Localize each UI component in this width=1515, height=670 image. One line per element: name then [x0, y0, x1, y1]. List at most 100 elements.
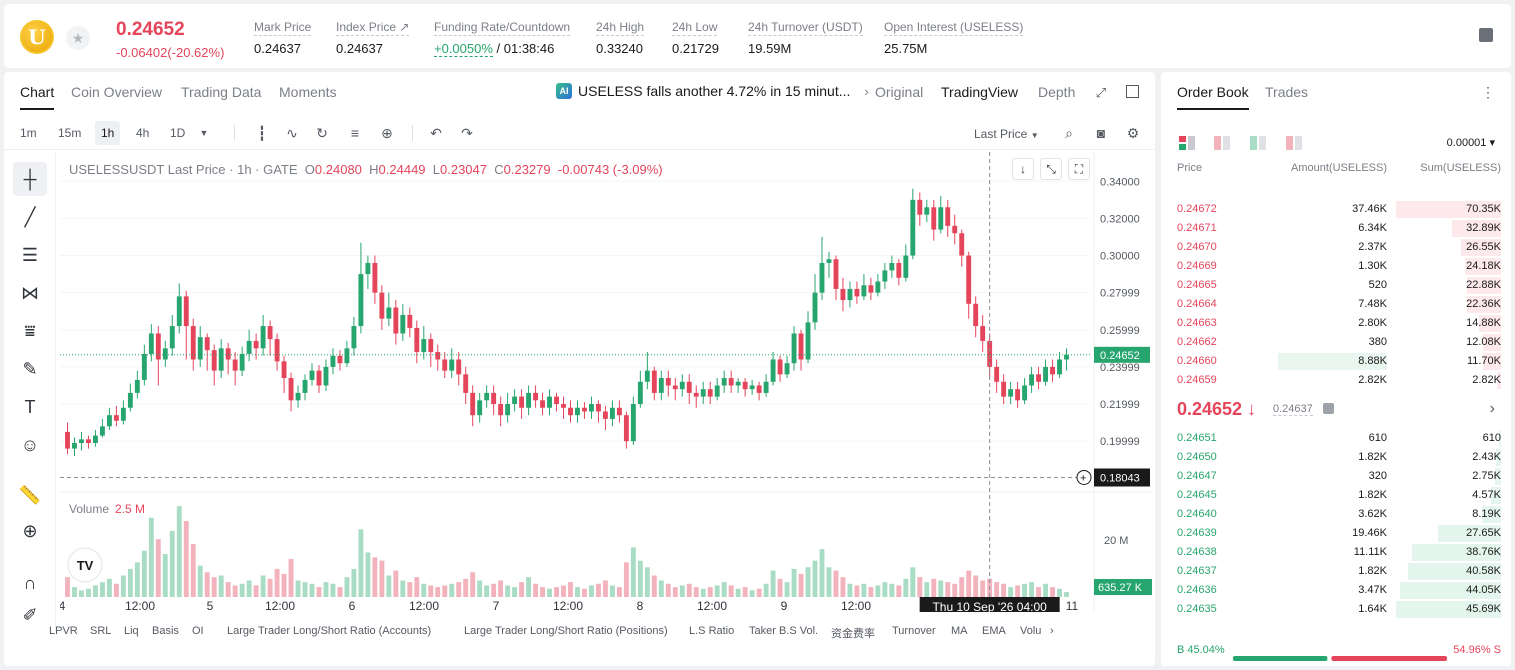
bid-row[interactable]: 0.24638 11.11K 38.76K: [1161, 543, 1511, 562]
more-menu-icon[interactable]: ⋮: [1481, 84, 1495, 100]
indicator-funding[interactable]: 资金费率: [831, 628, 875, 640]
view-both-icon[interactable]: [1179, 136, 1195, 150]
collapse-icon[interactable]: ⤡: [1040, 158, 1062, 180]
view-grid-icon[interactable]: [1286, 136, 1302, 150]
view-asks-icon[interactable]: [1214, 136, 1230, 150]
tab-chart[interactable]: Chart: [20, 84, 55, 110]
fib-icon[interactable]: ⩸: [24, 321, 36, 341]
pattern-icon[interactable]: ⋈: [21, 283, 39, 303]
view-original[interactable]: Original: [875, 84, 924, 100]
crosshair-icon[interactable]: ┼: [13, 162, 47, 196]
undo-icon[interactable]: ↶: [430, 125, 442, 141]
view-tradingview[interactable]: TradingView: [941, 84, 1019, 100]
magnet-icon[interactable]: ∩: [23, 573, 37, 593]
expand-icon[interactable]: ⤢: [1095, 85, 1107, 100]
candle: [379, 292, 385, 319]
brush-icon[interactable]: ✎: [22, 359, 38, 379]
tab-trading-data[interactable]: Trading Data: [181, 84, 262, 100]
indicator-srl[interactable]: SRL: [90, 625, 112, 637]
news-ticker[interactable]: AI USELESS falls another 4.72% in 15 min…: [556, 83, 869, 99]
emoji-icon[interactable]: ☺: [20, 435, 40, 455]
timeframe-1m[interactable]: 1m: [20, 126, 37, 140]
bid-row[interactable]: 0.24640 3.62K 8.19K: [1161, 505, 1511, 524]
horizontal-lines-icon[interactable]: ☰: [21, 245, 39, 265]
bid-row[interactable]: 0.24636 3.47K 44.05K: [1161, 581, 1511, 600]
scroll-down-icon[interactable]: ↓: [1012, 158, 1034, 180]
templates-icon[interactable]: ≡: [350, 125, 360, 141]
indicator-liq[interactable]: Liq: [124, 625, 139, 637]
indicator-basis[interactable]: Basis: [152, 625, 179, 637]
gear-icon[interactable]: ⚙: [1126, 125, 1140, 141]
ask-row[interactable]: 0.24670 2.37K 26.55K: [1161, 238, 1511, 257]
zoom-icon[interactable]: ⊕: [22, 521, 38, 541]
indicator-taker-vol[interactable]: Taker B.S Vol.: [749, 625, 819, 637]
trend-line-icon[interactable]: ╱: [24, 207, 36, 227]
indicator-volume[interactable]: Volu: [1020, 625, 1042, 637]
replay-icon[interactable]: ↻: [316, 125, 328, 141]
bid-row[interactable]: 0.24645 1.82K 4.57K: [1161, 486, 1511, 505]
tab-order-book[interactable]: Order Book: [1177, 84, 1249, 110]
bid-row[interactable]: 0.24639 19.46K 27.65K: [1161, 524, 1511, 543]
indicator-ma[interactable]: MA: [951, 625, 968, 637]
view-depth[interactable]: Depth: [1038, 84, 1076, 100]
ask-row[interactable]: 0.24664 7.48K 22.36K: [1161, 295, 1511, 314]
ask-row[interactable]: 0.24663 2.80K 14.88K: [1161, 314, 1511, 333]
precision-select[interactable]: 0.00001 ▾: [1446, 137, 1495, 149]
sum-cell: 24.18K: [1466, 260, 1501, 272]
timeframe-1h[interactable]: 1h: [95, 121, 121, 145]
chart-svg[interactable]: 0.34000 0.32000 0.30000 0.27999 0.25999 0.239…: [59, 152, 1154, 617]
timeframe-4h[interactable]: 4h: [136, 126, 150, 140]
indicator-oi[interactable]: OI: [192, 625, 204, 637]
pencil-icon[interactable]: ✐: [22, 605, 38, 625]
stat-index-price[interactable]: Index Price ↗ 0.24637: [336, 20, 410, 56]
text-icon[interactable]: T: [24, 397, 36, 417]
camera-icon[interactable]: ◙: [1096, 125, 1106, 141]
indicator-turnover[interactable]: Turnover: [892, 625, 936, 637]
timeframe-dropdown-icon[interactable]: ▼: [199, 128, 209, 138]
volume-bar: [595, 583, 601, 597]
ruler-icon[interactable]: 📏: [18, 485, 42, 505]
price-change: -0.06402(-20.62%): [116, 45, 225, 60]
indicators-icon[interactable]: ∿: [286, 125, 298, 141]
indicator-ls-ratio[interactable]: L.S Ratio: [689, 625, 735, 637]
window-icon[interactable]: [1126, 85, 1139, 98]
tab-moments[interactable]: Moments: [279, 84, 337, 100]
chevron-right-icon[interactable]: ›: [1050, 625, 1054, 637]
bid-row[interactable]: 0.24647 320 2.75K: [1161, 467, 1511, 486]
candle-type-icon[interactable]: ┇: [257, 125, 267, 141]
indicator-ema[interactable]: EMA: [982, 625, 1006, 637]
view-bids-icon[interactable]: [1250, 136, 1266, 150]
bid-row[interactable]: 0.24651 610 610: [1161, 429, 1511, 448]
ask-row[interactable]: 0.24660 8.88K 11.70K: [1161, 352, 1511, 371]
candlestick-chart[interactable]: 0.34000 0.32000 0.30000 0.27999 0.25999 0.239…: [59, 152, 1154, 617]
ask-row[interactable]: 0.24665 520 22.88K: [1161, 276, 1511, 295]
search-icon[interactable]: ⌕: [1065, 125, 1073, 141]
price-cell: 0.24670: [1177, 241, 1217, 253]
ask-row[interactable]: 0.24662 380 12.08K: [1161, 333, 1511, 352]
ask-row[interactable]: 0.24669 1.30K 24.18K: [1161, 257, 1511, 276]
candle: [582, 407, 587, 412]
ask-row[interactable]: 0.24659 2.82K 2.82K: [1161, 371, 1511, 390]
tab-coin-overview[interactable]: Coin Overview: [71, 84, 163, 100]
indicator-ls-positions[interactable]: Large Trader Long/Short Ratio (Positions…: [464, 625, 668, 637]
redo-icon[interactable]: ↷: [461, 125, 473, 141]
volume-bar: [868, 587, 874, 597]
chevron-right-icon[interactable]: ›: [1489, 400, 1495, 417]
indicator-lpvr[interactable]: LPVR: [49, 625, 78, 637]
timeframe-1d[interactable]: 1D: [170, 126, 186, 140]
price-type-select[interactable]: Last Price ▼: [974, 127, 1039, 141]
timeframe-15m[interactable]: 15m: [58, 126, 82, 140]
add-alert-icon[interactable]: ⊕: [381, 125, 393, 141]
favorite-star-icon[interactable]: ★: [66, 26, 90, 50]
fullscreen-icon[interactable]: ⛶: [1068, 158, 1090, 180]
ask-row[interactable]: 0.24671 6.34K 32.89K: [1161, 219, 1511, 238]
book-icon[interactable]: [1479, 28, 1493, 42]
ask-row[interactable]: 0.24672 37.46K 70.35K: [1161, 200, 1511, 219]
volume-bar: [791, 568, 797, 597]
tab-trades[interactable]: Trades: [1265, 84, 1309, 100]
bid-row[interactable]: 0.24650 1.82K 2.43K: [1161, 448, 1511, 467]
candle: [323, 366, 329, 386]
bid-row[interactable]: 0.24635 1.64K 45.69K: [1161, 600, 1511, 619]
bid-row[interactable]: 0.24637 1.82K 40.58K: [1161, 562, 1511, 581]
indicator-ls-accounts[interactable]: Large Trader Long/Short Ratio (Accounts): [227, 625, 432, 637]
